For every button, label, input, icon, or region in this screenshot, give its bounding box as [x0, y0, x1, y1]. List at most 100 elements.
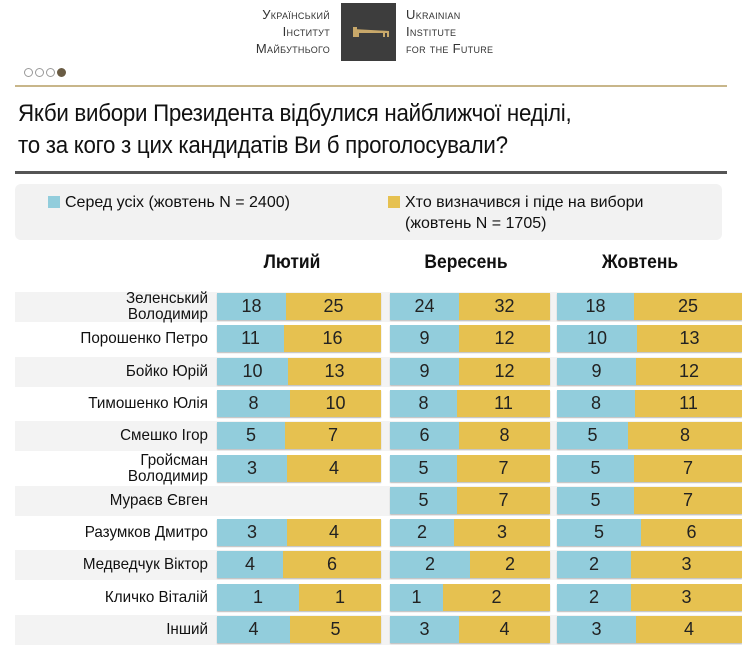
table-row: Бойко Юрій 10 13 9 12 9 12 — [15, 356, 742, 387]
table-row: Медведчук Віктор 4 6 2 2 2 3 — [15, 550, 742, 581]
bar-segment-decided: 13 — [288, 357, 381, 385]
logo-text-ukrainian: Український Інститут Майбутнього — [180, 6, 330, 57]
bar-segment-all: 18 — [557, 293, 634, 320]
bar-segment-decided: 5 — [290, 616, 381, 643]
bar-segment-decided: 11 — [635, 389, 742, 417]
logo-line: Інститут — [282, 24, 330, 39]
legend-item-decided: Хто визначився і піде на вибори (жовтень… — [388, 192, 643, 234]
pager-dot[interactable] — [35, 68, 44, 77]
bar-segment-decided: 12 — [636, 357, 742, 385]
candidate-name: Кличко Віталій — [104, 588, 208, 606]
bar-segment-decided: 12 — [459, 325, 550, 353]
bar-segment-all: 4 — [217, 551, 283, 579]
candidate-name: Мураєв Євген — [109, 491, 208, 509]
pager-dot[interactable] — [46, 68, 55, 77]
bar-segment-all: 1 — [217, 583, 299, 611]
bar-Вересень: 24 32 — [390, 293, 550, 320]
title-line: то за кого з цих кандидатів Ви б проголо… — [18, 132, 508, 159]
bar-segment-all: 3 — [390, 616, 459, 643]
bar-segment-decided: 8 — [459, 422, 550, 450]
bar-segment-all: 5 — [557, 454, 634, 482]
logo-key-icon — [341, 3, 396, 61]
bar-segment-all: 10 — [217, 357, 288, 385]
logo-text-english: Ukrainian Institute for the Future — [406, 6, 493, 57]
bar-segment-decided: 3 — [631, 551, 742, 579]
bar-segment-all: 5 — [557, 486, 634, 514]
bar-segment-decided: 1 — [299, 583, 381, 611]
table-row: Тимошенко Юлія 8 10 8 11 8 11 — [15, 389, 742, 419]
bar-segment-decided: 6 — [641, 519, 742, 547]
bar-segment-all: 8 — [557, 389, 635, 417]
pager-dots[interactable] — [24, 68, 66, 77]
bar-segment-all: 5 — [217, 422, 285, 450]
bar-segment-decided: 2 — [470, 551, 550, 579]
pager-dot-active[interactable] — [57, 68, 66, 77]
bar-segment-decided: 7 — [457, 486, 550, 514]
table-row: Зеленський Володимир 18 25 24 32 18 25 — [15, 291, 742, 323]
bar-segment-decided: 8 — [628, 422, 742, 450]
logo-line: Майбутнього — [255, 41, 330, 56]
bar-segment-all: 3 — [217, 519, 287, 547]
bar-segment-all: 6 — [390, 422, 459, 450]
candidate-name: Бойко Юрій — [125, 362, 208, 380]
column-header: Жовтень — [601, 252, 679, 273]
legend-swatch — [48, 196, 60, 208]
bar-segment-decided: 13 — [637, 325, 742, 353]
bar-segment-decided: 3 — [454, 519, 550, 547]
bar-segment-decided: 10 — [290, 389, 381, 417]
bar-segment-all: 9 — [390, 357, 459, 385]
bar-Вересень: 9 12 — [390, 325, 550, 353]
table-row: Мураєв Євген 5 7 5 7 — [15, 485, 742, 516]
pager-dot[interactable] — [24, 68, 33, 77]
candidate-name: Гройсман Володимир — [127, 451, 208, 485]
bar-Жовтень: 10 13 — [557, 325, 742, 353]
bar-segment-all: 3 — [217, 454, 287, 482]
bar-segment-all: 8 — [390, 389, 457, 417]
logo-line: Український — [262, 7, 330, 22]
table-row: Смешко Ігор 5 7 6 8 5 8 — [15, 421, 742, 452]
bar-segment-decided: 11 — [457, 389, 550, 417]
column-header: Вересень — [424, 252, 508, 273]
table-row: Гройсман Володимир 3 4 5 7 5 7 — [15, 451, 742, 485]
bar-segment-decided: 16 — [284, 325, 381, 353]
bar-segment-decided: 3 — [631, 583, 742, 611]
logo-line: Ukrainian — [406, 7, 461, 22]
bar-Жовтень: 8 11 — [557, 389, 742, 417]
candidate-name: Медведчук Віктор — [82, 556, 208, 574]
bar-segment-all: 5 — [557, 519, 641, 547]
bar-Лютий: 18 25 — [217, 293, 381, 320]
bar-segment-all: 5 — [390, 454, 457, 482]
bar-segment-decided: 4 — [287, 519, 381, 547]
legend-label: (жовтень N = 1705) — [405, 215, 547, 232]
divider — [15, 171, 727, 174]
page-title: Якби вибори Президента відбулися найближ… — [18, 98, 572, 162]
candidate-name: Порошенко Петро — [80, 330, 208, 348]
bar-segment-all: 11 — [217, 325, 284, 353]
legend: Серед усіх (жовтень N = 2400) Хто визнач… — [15, 184, 722, 240]
bar-segment-all: 9 — [557, 357, 636, 385]
logo-line: Institute — [406, 24, 457, 39]
bar-segment-decided: 7 — [285, 422, 381, 450]
bar-segment-all: 2 — [390, 551, 470, 579]
bar-Лютий: 10 13 — [217, 357, 381, 385]
bar-segment-decided: 7 — [634, 486, 742, 514]
bar-Вересень: 8 11 — [390, 389, 550, 417]
title-line: Якби вибори Президента відбулися найближ… — [18, 100, 572, 127]
candidate-name: Разумков Дмитро — [84, 524, 208, 542]
legend-swatch — [388, 196, 400, 208]
bar-Жовтень: 18 25 — [557, 293, 742, 320]
